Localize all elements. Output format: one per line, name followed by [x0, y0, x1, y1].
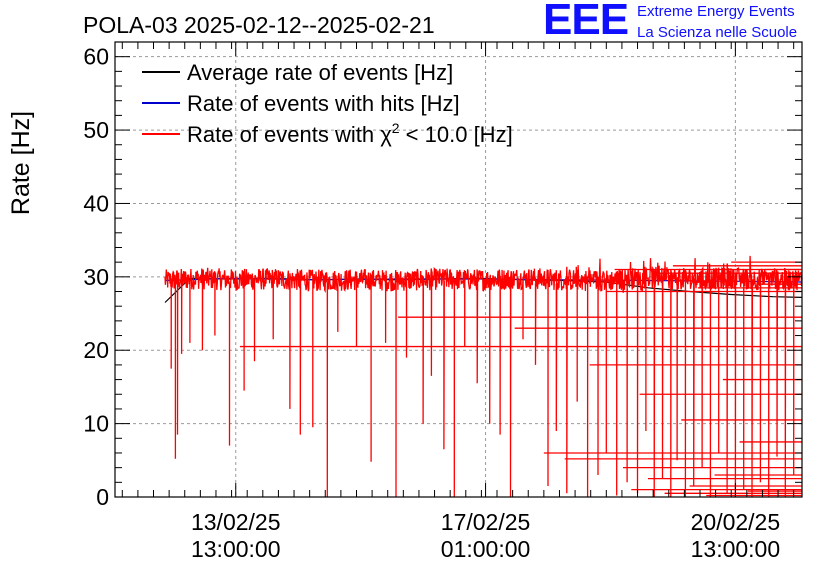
eee-logo: EEE Extreme Energy Events La Scienza nel… — [543, 0, 833, 44]
eee-logo-line2: La Scienza nelle Scuole — [637, 24, 798, 41]
x-tick-label-time: 13:00:00 — [691, 536, 781, 562]
legend: Average rate of events [Hz] Rate of even… — [142, 60, 513, 147]
y-tick-label: 60 — [83, 44, 109, 70]
series-layer — [164, 255, 803, 498]
series-chi2-line — [164, 255, 803, 498]
y-tick-label: 40 — [83, 190, 109, 216]
legend-label-chi2: Rate of events with χ2 < 10.0 [Hz] — [187, 120, 513, 147]
x-tick-label-date: 20/02/25 — [691, 509, 781, 535]
x-tick-label-time: 13:00:00 — [191, 536, 281, 562]
x-tick-label-time: 01:00:00 — [441, 536, 531, 562]
eee-logo-line1: Extreme Energy Events — [637, 3, 795, 20]
x-tick-label-date: 13/02/25 — [191, 509, 281, 535]
y-tick-label: 20 — [83, 337, 109, 363]
chart-title: POLA-03 2025-02-12--2025-02-21 — [83, 12, 435, 38]
x-tick-label-date: 17/02/25 — [441, 509, 531, 535]
legend-label-chi2-main: Rate of events with χ — [187, 122, 392, 147]
legend-label-average: Average rate of events [Hz] — [187, 60, 453, 85]
eee-logo-mark: EEE — [543, 0, 629, 44]
legend-label-chi2-sup: 2 — [392, 120, 400, 136]
y-tick-label: 10 — [83, 411, 109, 437]
y-axis-label: Rate [Hz] — [7, 111, 35, 215]
axes: 010203040506013/02/2513:00:0017/02/2501:… — [83, 41, 802, 562]
y-tick-label: 50 — [83, 117, 109, 143]
y-tick-label: 0 — [96, 484, 109, 510]
legend-label-chi2-tail: < 10.0 [Hz] — [400, 122, 513, 147]
plot-frame — [114, 41, 803, 498]
legend-label-hits: Rate of events with hits [Hz] — [187, 91, 460, 116]
y-tick-label: 30 — [83, 264, 109, 290]
